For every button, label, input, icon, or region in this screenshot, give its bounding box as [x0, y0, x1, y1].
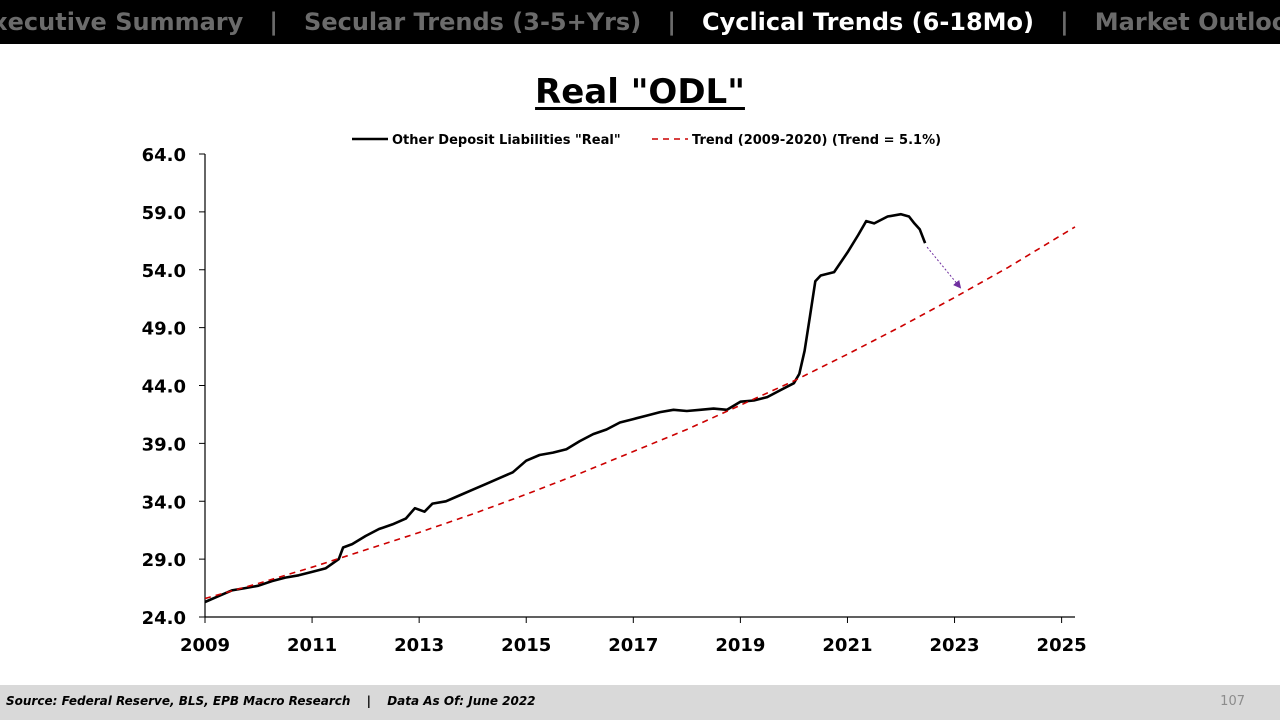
tab-market-outlook[interactable]: Market Outlook: [1094, 8, 1280, 36]
nav-separator: |: [269, 8, 279, 36]
chart-axes: 24.0 29.0 34.0 39.0 44.0 49.0 54.0 59.0 64.0 2009…: [142, 145, 1087, 656]
footer-bar: Source: Federal Reserve, BLS, EPB Macro …: [0, 685, 1280, 720]
y-tick-label: 64.0: [142, 145, 186, 166]
y-tick-label: 59.0: [142, 203, 186, 224]
x-tick-label: 2015: [501, 635, 551, 656]
line-chart: Other Deposit Liabilities "Real" Trend (2…: [142, 133, 1087, 656]
source-note: Source: Federal Reserve, BLS, EPB Macro …: [6, 694, 536, 708]
y-tick-label: 29.0: [142, 550, 186, 571]
page-number: 107: [1220, 694, 1245, 709]
y-tick-label: 49.0: [142, 319, 186, 340]
x-tick-label: 2021: [822, 635, 872, 656]
nav-separator: |: [1060, 8, 1069, 36]
legend-label-odl: Other Deposit Liabilities "Real": [392, 133, 621, 148]
trend-arrow: [926, 246, 962, 289]
y-tick-label: 34.0: [142, 492, 186, 513]
x-tick-label: 2009: [180, 635, 230, 656]
y-tick-label: 44.0: [142, 377, 186, 398]
slide-title: Real "ODL": [535, 72, 745, 112]
tab-secular-trends[interactable]: Secular Trends (3-5+Yrs): [304, 8, 642, 36]
x-tick-label: 2019: [715, 635, 765, 656]
trend-series-line: [204, 226, 1076, 600]
y-tick-label: 54.0: [142, 261, 186, 282]
footer-divider: |: [366, 694, 371, 708]
x-tick-label: 2011: [287, 635, 337, 656]
legend-label-trend: Trend (2009-2020) (Trend = 5.1%): [692, 133, 941, 148]
x-tick-label: 2013: [394, 635, 444, 656]
tab-cyclical-trends[interactable]: Cyclical Trends (6-18Mo): [701, 8, 1035, 36]
chart-series: [204, 212, 1076, 604]
top-navigation: Executive Summary | Secular Trends (3-5+…: [0, 0, 1280, 44]
tab-executive-summary[interactable]: Executive Summary: [0, 8, 244, 36]
nav-separator: |: [667, 8, 676, 36]
source-text: Source: Federal Reserve, BLS, EPB Macro …: [6, 694, 351, 708]
odl-series-line: [204, 212, 927, 604]
y-tick-label: 24.0: [142, 608, 186, 629]
data-as-of: Data As Of: June 2022: [387, 694, 536, 708]
chart-annotations: [926, 246, 962, 289]
y-tick-label: 39.0: [142, 434, 186, 455]
x-tick-label: 2023: [929, 635, 979, 656]
chart-legend: Other Deposit Liabilities "Real" Trend (2…: [352, 133, 941, 148]
x-tick-label: 2017: [608, 635, 658, 656]
x-tick-label: 2025: [1037, 635, 1087, 656]
